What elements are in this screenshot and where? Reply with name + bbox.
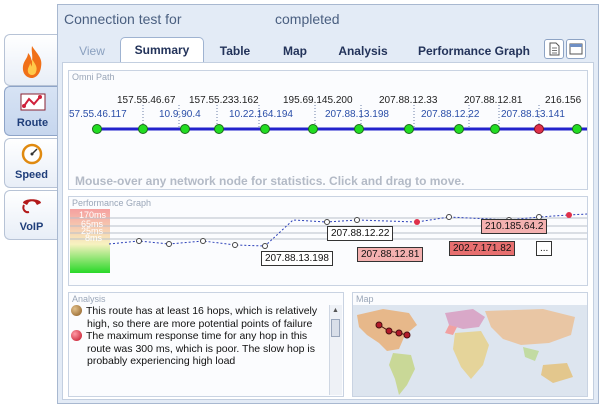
ms-label: 170ms	[79, 210, 107, 220]
perf-node	[232, 242, 238, 248]
route-node	[404, 124, 414, 134]
title-prefix: Connection test for	[64, 11, 182, 27]
route-node	[454, 124, 464, 134]
omni-bottom-ip: 207.88.13.141	[501, 109, 565, 120]
route-node-slow	[534, 124, 544, 134]
tab-analysis[interactable]: Analysis	[338, 44, 388, 58]
analysis-header: Analysis	[72, 294, 106, 304]
ms-label: 25ms	[81, 226, 104, 236]
title-bar: Connection test for completed	[58, 5, 598, 33]
perf-node-slow	[414, 219, 420, 225]
perf-node	[446, 214, 452, 220]
performance-graph-header: Performance Graph	[72, 198, 152, 208]
tab-table[interactable]: Table	[219, 44, 251, 58]
omni-top-ip: 207.88.12.81	[464, 95, 523, 106]
warning-bullet-icon	[71, 305, 82, 316]
window-icon[interactable]	[566, 39, 586, 59]
route-node	[214, 124, 224, 134]
perf-node-slow	[566, 212, 572, 218]
summary-content: Omni Path	[62, 62, 594, 400]
omni-top-ip: 207.88.12.33	[379, 95, 438, 106]
route-node	[572, 124, 582, 134]
ms-label: 65ms	[81, 219, 104, 229]
error-bullet-icon	[71, 330, 82, 341]
perf-hop-label: 202.7.171.82	[449, 241, 516, 256]
perf-node	[324, 219, 330, 225]
analysis-scrollbar[interactable]: ▲	[329, 305, 342, 395]
flame-icon	[22, 46, 41, 78]
perf-hop-label-more: ...	[536, 241, 553, 256]
performance-graph-panel[interactable]: Performance Graph	[68, 196, 588, 286]
map-panel[interactable]: Map	[352, 292, 588, 397]
perf-hop-label: 207.88.13.198	[261, 251, 333, 266]
map-header: Map	[356, 294, 374, 304]
omni-bottom-ip: 207.88.13.198	[325, 109, 389, 120]
route-node	[490, 124, 500, 134]
nav-speed[interactable]: Speed	[4, 138, 58, 188]
omni-path-hint: Mouse-over any network node for statisti…	[75, 174, 465, 188]
perf-hop-label: 207.88.12.22	[327, 226, 394, 241]
nav-voip[interactable]: VoIP	[4, 190, 58, 240]
omni-bottom-ip: 10.22.164.194	[229, 109, 293, 120]
omni-top-ip: 195.69.145.200	[283, 95, 353, 106]
route-node	[308, 124, 318, 134]
analysis-paragraph: This route has at least 16 hops, which i…	[86, 305, 318, 330]
phone-icon	[21, 199, 41, 214]
route-node	[92, 124, 102, 134]
omni-bottom-ip: 10.9.90.4	[159, 109, 201, 120]
omni-bottom-ip: 57.55.46.117	[69, 109, 127, 120]
omni-path-panel[interactable]: Omni Path	[68, 70, 588, 190]
analysis-paragraph: The maximum response time for any hop in…	[86, 330, 316, 367]
nav-voip-label: VoIP	[19, 221, 44, 233]
omni-path-graph	[92, 105, 587, 134]
world-map	[353, 305, 587, 396]
route-icon	[20, 93, 45, 111]
map-node	[385, 327, 393, 335]
omni-top-ip: 157.55.233.162	[189, 95, 259, 106]
document-icon[interactable]	[544, 39, 564, 59]
analysis-item: This route has at least 16 hops, which i…	[71, 305, 333, 330]
map-node	[395, 329, 403, 337]
analysis-text: This route has at least 16 hops, which i…	[71, 305, 333, 368]
perf-hop-label: 210.185.64.2	[481, 219, 548, 234]
tab-performance-graph[interactable]: Performance Graph	[417, 44, 531, 58]
speedometer-icon	[21, 143, 42, 165]
route-node	[180, 124, 190, 134]
ms-label: 8ms	[85, 233, 103, 243]
perf-node	[166, 241, 172, 247]
tab-view[interactable]: View	[79, 44, 105, 58]
left-nav: Route Speed VoIP	[4, 34, 60, 334]
perf-hop-label: 207.88.12.81	[357, 247, 424, 262]
scroll-up-icon[interactable]: ▲	[332, 307, 339, 314]
route-node	[354, 124, 364, 134]
tab-map[interactable]: Map	[283, 44, 307, 58]
map-node	[375, 321, 383, 329]
latency-scale-bar	[70, 209, 110, 273]
main-panel: Connection test for completed View Summa…	[57, 4, 599, 404]
omni-bottom-ip: 207.88.12.22	[421, 109, 480, 120]
omni-top-ip: 157.55.46.67	[117, 95, 176, 106]
omni-path-header: Omni Path	[72, 72, 115, 82]
nav-flame[interactable]	[4, 34, 58, 86]
omni-top-ip: 216.156	[545, 95, 582, 106]
scroll-thumb[interactable]	[331, 319, 340, 337]
perf-node	[262, 243, 268, 249]
perf-node	[354, 217, 360, 223]
route-node	[138, 124, 148, 134]
analysis-panel: Analysis This route has at least 16 hops…	[68, 292, 344, 397]
nav-route-label: Route	[16, 117, 49, 129]
title-suffix: completed	[275, 11, 340, 27]
nav-speed-label: Speed	[14, 169, 48, 181]
analysis-item: The maximum response time for any hop in…	[71, 330, 333, 368]
route-node	[260, 124, 270, 134]
perf-node	[200, 238, 206, 244]
tab-bar: View Summary Table Map Analysis Performa…	[58, 35, 598, 65]
perf-node	[136, 238, 142, 244]
map-node	[403, 331, 411, 339]
nav-route[interactable]: Route	[4, 86, 60, 136]
tab-summary[interactable]: Summary	[120, 37, 204, 65]
